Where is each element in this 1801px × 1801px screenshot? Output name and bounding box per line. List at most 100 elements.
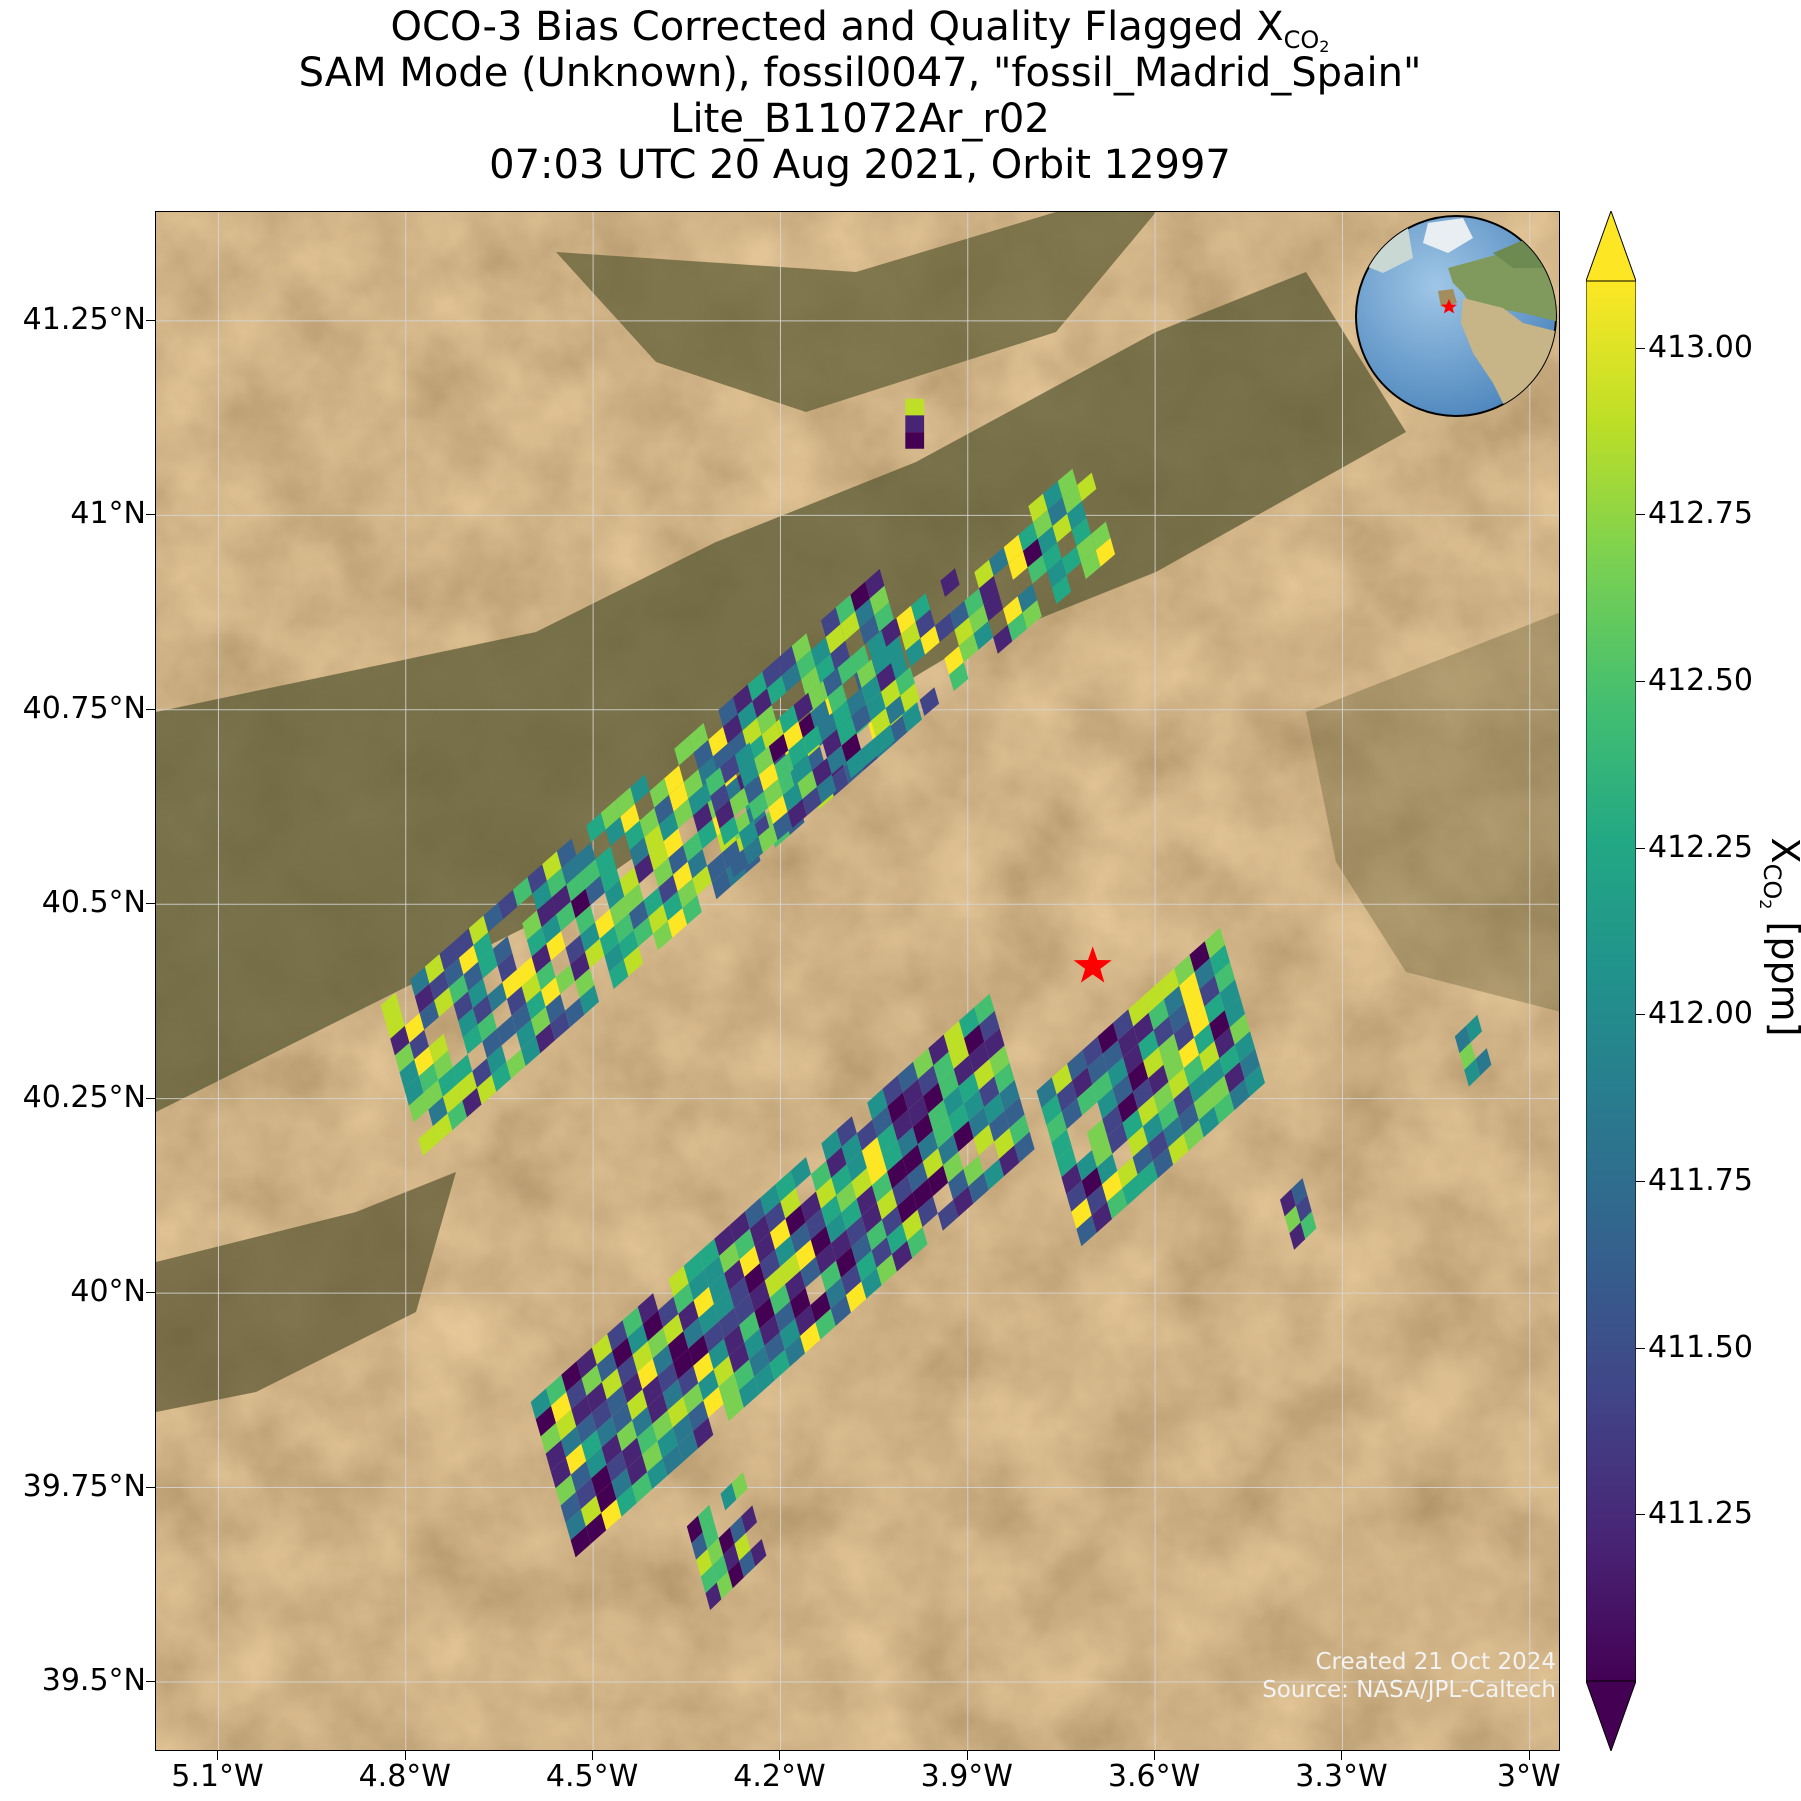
sounding-cell [953, 1055, 974, 1087]
sounding-cell [565, 934, 585, 965]
sounding-cell [1017, 583, 1038, 613]
sounding-cell [1163, 1116, 1184, 1148]
sounding-cell [662, 1444, 683, 1476]
sounding-cell [1023, 538, 1043, 568]
sounding-cell [718, 697, 738, 727]
sounding-cell [724, 1259, 745, 1291]
sounding-cell [1077, 472, 1097, 502]
sounding-cell [727, 730, 747, 761]
sounding-cell [846, 1281, 867, 1313]
sounding-cell [691, 1532, 708, 1560]
sounding-cell [1143, 1047, 1164, 1079]
sounding-cell [728, 1342, 750, 1374]
sounding-cell [631, 1472, 653, 1503]
sounding-cell [948, 1103, 969, 1135]
sounding-cell [787, 799, 807, 828]
sounding-cell [1138, 1030, 1159, 1061]
sounding-cell [1107, 1188, 1128, 1220]
sounding-cell [892, 1109, 913, 1141]
sounding-cell [1004, 1097, 1025, 1129]
sounding-cell [928, 1099, 949, 1131]
lat-tick-label: 40.5°N [41, 885, 146, 921]
sounding-cell [575, 968, 595, 998]
sounding-cell [774, 1301, 796, 1333]
sounding-cell [718, 1373, 739, 1404]
sounding-cell [785, 1270, 806, 1302]
sounding-cell [604, 942, 624, 973]
sounding-cell [1224, 1062, 1245, 1093]
sounding-cell [861, 675, 881, 705]
sounding-cell [937, 1199, 959, 1231]
sounding-cell [576, 842, 596, 872]
sounding-cell [780, 1253, 801, 1285]
sounding-cell [698, 1304, 719, 1335]
sounding-cell [497, 952, 517, 983]
sounding-cell [693, 1417, 714, 1449]
sounding-cell [953, 1120, 974, 1152]
sounding-cell [964, 588, 984, 618]
sounding-cell [616, 1485, 637, 1517]
sounding-cell [565, 1509, 586, 1541]
sounding-cell [1047, 497, 1068, 527]
sounding-cell [876, 663, 896, 692]
colorbar-tick-mark [1636, 847, 1645, 849]
sounding-cell [723, 714, 743, 744]
sounding-cell [663, 828, 683, 858]
sounding-cell [458, 945, 479, 975]
sounding-cell [453, 991, 473, 1021]
sounding-cell [1056, 1146, 1077, 1178]
sounding-cell [805, 1208, 826, 1240]
sounding-cell [424, 954, 445, 984]
sounding-cell [938, 1134, 959, 1166]
sounding-cell [825, 624, 846, 654]
sounding-cell [1092, 1136, 1113, 1168]
lon-tick-mark [779, 1751, 781, 1760]
sounding-cell [683, 1252, 704, 1284]
sounding-cell [723, 1325, 745, 1356]
sounding-cell [648, 904, 668, 934]
sounding-cell [912, 1113, 934, 1145]
sounding-cell [629, 837, 649, 867]
sounding-cell [748, 791, 769, 821]
sounding-cell [639, 807, 659, 838]
sounding-cell [811, 1160, 832, 1192]
sounding-cell [657, 1362, 678, 1394]
sounding-cell [1122, 1174, 1143, 1206]
sounding-cell [837, 716, 857, 746]
sounding-cell [713, 743, 733, 774]
sounding-cell [561, 855, 581, 885]
sounding-cell [871, 646, 891, 676]
sounding-cell [647, 1458, 668, 1490]
sounding-cell [642, 1310, 663, 1342]
sounding-cell [779, 1318, 801, 1350]
sounding-cell [800, 1256, 821, 1288]
sounding-cell [928, 1034, 949, 1066]
sounding-cell [1137, 1161, 1158, 1192]
sounding-cell [1229, 1079, 1250, 1111]
sounding-cell [1204, 927, 1225, 959]
sounding-cell [846, 688, 867, 717]
sounding-cell [693, 1352, 714, 1384]
sounding-cell [1067, 1050, 1088, 1081]
sounding-cell [761, 721, 782, 752]
sounding-cell [1003, 534, 1023, 564]
sounding-cell [663, 1314, 684, 1345]
sounding-cell [989, 1045, 1010, 1077]
sounding-cell [688, 1269, 709, 1301]
sounding-cell [851, 1233, 872, 1265]
sounding-cell [410, 966, 430, 997]
sounding-cell [570, 888, 591, 919]
sounding-cell [882, 1075, 903, 1107]
sounding-cell [887, 1158, 908, 1189]
sounding-cell [728, 849, 749, 878]
sounding-cell [1071, 1198, 1092, 1229]
sounding-cell [983, 592, 1004, 622]
sounding-cell [979, 1076, 1000, 1108]
sounding-cell [664, 765, 684, 795]
sounding-cell [433, 1050, 453, 1080]
lat-tick-label: 39.75°N [22, 1468, 146, 1504]
sounding-cell [749, 1280, 770, 1312]
sounding-cell [1204, 1058, 1225, 1090]
sounding-cell [1042, 542, 1062, 572]
sounding-cell [530, 1388, 551, 1420]
